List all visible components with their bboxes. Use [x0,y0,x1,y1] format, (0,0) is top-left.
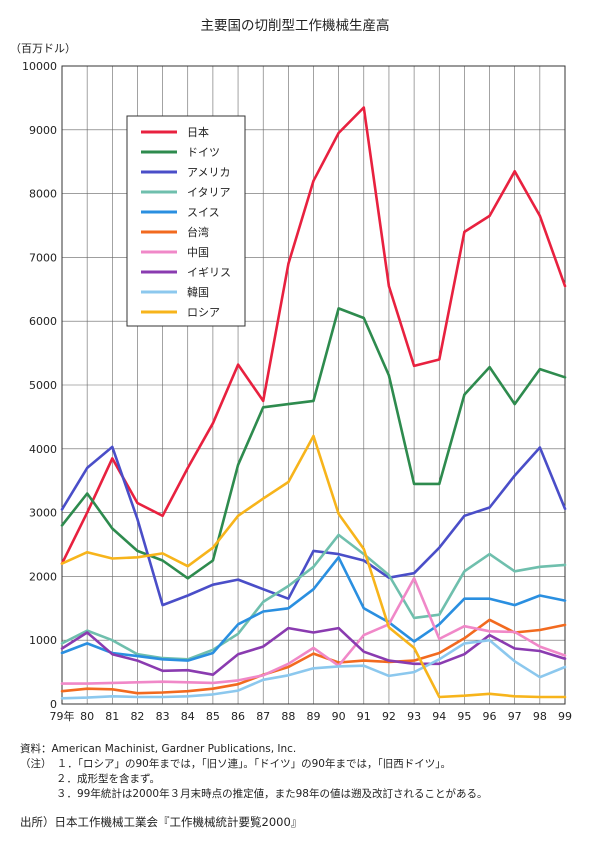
legend-label: 台湾 [187,225,209,239]
x-tick-label: 92 [382,710,396,723]
legend-label: ロシア [187,306,220,319]
legend-label: ドイツ [187,146,220,159]
series-line [60,445,567,607]
x-tick-label: 89 [307,710,321,723]
line-chart: 主要国の切削型工作機械生産高 （百万ドル） 0 1000 2000 3000 4000 5… [10,17,573,723]
data-source-line: 資料：American Machinist, Gardner Publicati… [20,743,297,755]
x-tick-label: 93 [407,710,421,723]
legend-label: イギリス [187,266,231,279]
note-2: ２．成形型を含まず。 [56,773,160,785]
legend-label: アメリカ [187,166,230,179]
y-tick-label: 7000 [29,251,57,264]
x-tick-label: 88 [281,710,295,723]
series-line [60,106,567,565]
series-lines [60,106,567,700]
series-line [60,533,567,661]
x-tick-label: 84 [181,710,195,723]
note-1: （注） １．「ロシア」の90年までは，「旧ソ連」。「ドイツ」の90年までは，「旧… [20,758,451,770]
series-line [60,307,567,580]
series-line [60,434,567,699]
x-tick-label: 83 [156,710,170,723]
chart-notes: 資料：American Machinist, Gardner Publicati… [20,742,487,802]
series-line [60,618,567,695]
x-tick-label: 98 [533,710,547,723]
x-tick-label: 85 [206,710,220,723]
y-tick-label: 3000 [29,507,57,520]
publication-source: 出所）日本工作機械工業会『工作機械統計要覧2000』 [20,815,303,829]
y-axis-unit-label: （百万ドル） [10,42,76,55]
x-tick-label: 90 [332,710,346,723]
legend-label: 韓国 [187,286,209,299]
x-tick-label: 94 [432,710,446,723]
legend-box [126,115,246,327]
y-tick-label: 2000 [29,570,57,583]
x-tick-label: 80 [80,710,94,723]
x-tick-label: 86 [231,710,245,723]
chart-title: 主要国の切削型工作機械生産高 [201,17,390,34]
series-line [60,576,567,685]
x-tick-label: 97 [508,710,522,723]
plot-frame [61,65,566,705]
series-line [60,555,567,662]
y-tick-label: 9000 [29,124,57,137]
y-tick-label: 1000 [29,634,57,647]
series-line [60,638,567,700]
note-3: ３．99年統計は2000年３月末時点の推定値，また98年の値は遡及改訂されること… [56,788,488,800]
x-tick-label: 82 [130,710,144,723]
x-tick-label: 87 [256,710,270,723]
x-tick-label: 96 [483,710,497,723]
x-tick-label: 95 [457,710,471,723]
y-tick-label: 6000 [29,315,57,328]
y-tick-label: 10000 [22,60,57,73]
x-tick-label: 79年 [50,709,75,723]
legend-label: 日本 [187,125,209,139]
legend-label: イタリア [187,186,231,199]
x-tick-label: 99 [558,710,572,723]
y-tick-label: 0 [50,698,57,711]
legend-label: 中国 [187,246,209,259]
legend-label: スイス [187,206,220,219]
y-tick-label: 5000 [29,379,57,392]
x-tick-label: 91 [357,710,371,723]
x-axis-ticks: 79年 80 81 82 83 84 85 86 87 88 89 90 91 92 93 94 95 96 97 9… [50,709,573,723]
x-tick-label: 81 [105,710,119,723]
y-tick-label: 8000 [29,188,57,201]
y-tick-label: 4000 [29,443,57,456]
y-axis-ticks: 0 1000 2000 3000 4000 5000 6000 7000 8000 9000 100… [22,60,57,711]
